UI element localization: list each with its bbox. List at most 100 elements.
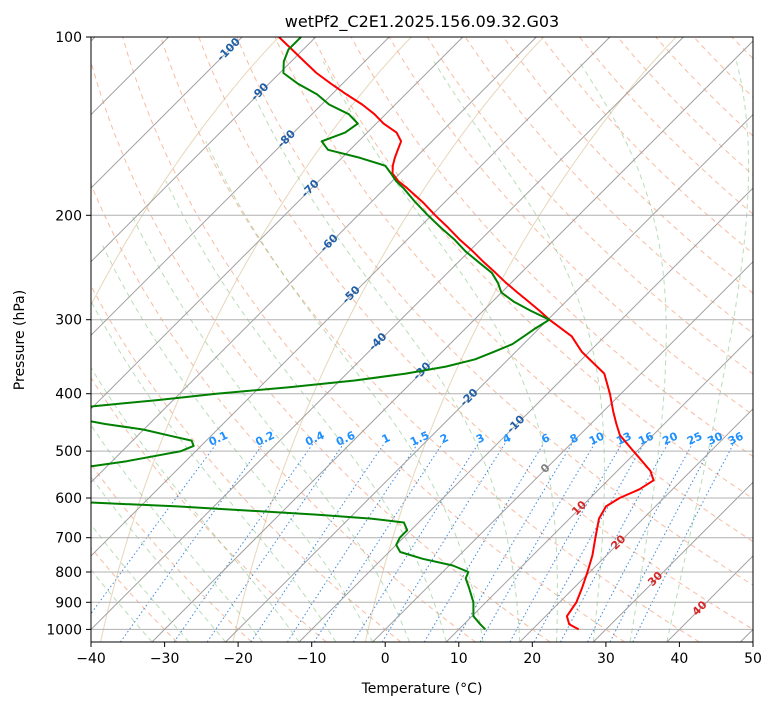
y-axis-label: Pressure (hPa) [12,290,28,390]
dry-adiabat [426,37,753,375]
isotherm-label: -20 [457,386,480,409]
isotherm-gridline [225,113,753,642]
x-tick-label: −40 [76,651,106,667]
chart-title: wetPf2_C2E1.2025.156.09.32.G03 [285,12,559,32]
isotherm-gridline [445,334,753,642]
x-tick-label: 0 [381,651,390,667]
mixing-ratio-line [632,442,735,642]
curved-reference-line [232,37,545,642]
y-tick-label: 200 [55,208,82,224]
dry-adiabat [91,59,551,642]
isotherm-label: -60 [318,231,341,254]
dry-adiabat [91,182,476,642]
mixing-ratio-label: 25 [685,430,704,448]
moist-adiabat [322,61,558,642]
isoline-labels: -100-90-80-70-60-50-40-30-20-10010203040… [207,35,746,618]
y-tick-label: 100 [55,30,82,46]
mixing-ratio-label: 0.1 [207,429,230,449]
dry-adiabat [655,37,753,137]
mixing-ratio-line [313,442,444,642]
isotherm-gridline [298,187,753,642]
moist-adiabat [165,180,447,642]
x-tick-label: 40 [670,651,688,667]
temperature-profile [278,37,655,631]
moist-adiabat [253,94,521,642]
moist-adiabat [578,61,667,642]
moist-adiabat [91,523,190,642]
curved-reference-line [364,37,677,642]
isotherm-gridline [91,37,537,484]
isotherm-gridline [372,260,753,642]
mixing-ratio-line [509,442,623,642]
y-tick-label: 900 [55,595,82,611]
mixing-ratio-label: 0.4 [303,429,326,449]
mixing-ratio-label: 1 [380,431,392,446]
y-tick-label: 600 [55,491,82,507]
y-tick-label: 300 [55,313,82,329]
dry-adiabat [464,37,753,335]
y-tick-label: 500 [55,444,82,460]
dry-adiabat [693,37,753,98]
plot-frame [90,36,754,643]
x-tick-label: −30 [150,651,180,667]
isotherm-gridline [91,37,390,336]
mixing-ratio-label: 2 [438,431,450,446]
profile-lines [91,37,655,631]
x-axis-label: Temperature (°C) [361,681,483,697]
moist-adiabat [91,300,337,642]
dry-adiabat [91,463,253,642]
dry-adiabat [770,37,775,642]
mixing-ratio-line [119,442,264,642]
dry-adiabat [388,37,753,416]
isotherm-gridline [91,37,317,263]
axis-ticks: −40 −30 −20 −10 0 10 20 30 40 5010020030040050060… [46,30,762,667]
x-tick-label: −20 [223,651,253,667]
mixing-ratio-line [381,442,506,642]
mixing-ratio-label: 16 [636,429,656,447]
mixing-ratio-line [91,442,218,615]
mixing-ratio-line [560,442,669,642]
dry-adiabat [91,376,327,642]
isotherm-gridline [592,481,753,642]
isotherm-gridline [740,628,753,642]
isotherm-label: 10 [569,498,589,518]
isotherm-gridline [91,37,684,631]
isotherm-label: -40 [366,330,389,353]
isotherm-gridline [666,555,753,642]
mixing-ratio-label: 8 [568,431,580,446]
dry-adiabat [236,37,753,586]
x-tick-label: −10 [297,651,327,667]
mixing-ratio-line [206,442,345,642]
mixing-ratio-label: 1.5 [408,429,431,449]
y-tick-label: 1000 [46,622,82,638]
mixing-ratio-label: 6 [539,431,552,446]
dry-adiabat [541,37,753,255]
isotherm-gridline [91,37,243,189]
isotherm-label: 40 [690,598,710,618]
moist-adiabat [91,424,263,642]
mixing-ratio-line [173,442,314,642]
isotherm-gridline [151,40,753,642]
mixing-ratio-label: 3 [474,431,486,446]
mixing-ratio-line [479,442,596,642]
isotherm-label: -100 [214,35,243,64]
moist-adiabat [91,366,300,642]
mixing-ratio-label: 30 [705,429,725,447]
curved-reference-line [100,37,412,642]
dry-adiabat [502,37,753,294]
y-tick-label: 400 [55,387,82,403]
dry-adiabat [579,37,753,215]
y-tick-label: 700 [55,531,82,547]
mixing-ratio-line [352,442,480,642]
mixing-ratio-label: 10 [587,429,607,447]
mixing-ratio-line [533,442,645,642]
isotherm-gridline [91,37,464,410]
mixing-ratio-line [587,442,694,642]
isotherm-label: -80 [275,127,298,150]
x-tick-label: 20 [523,651,541,667]
dry-adiabat [312,37,753,500]
isotherm-label: -70 [299,177,322,200]
dry-adiabat [91,284,402,642]
moist-adiabat [91,475,226,642]
